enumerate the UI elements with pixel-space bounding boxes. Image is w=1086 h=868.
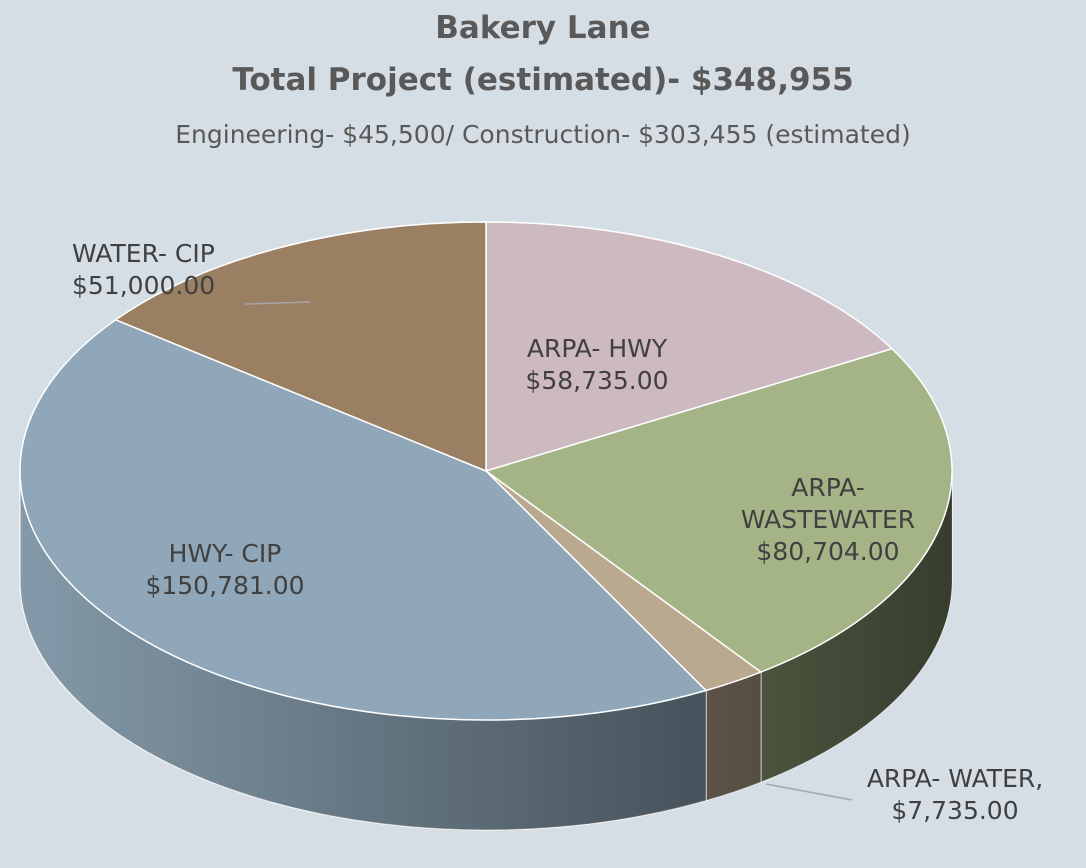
slice (484, 347, 953, 673)
slice (485, 221, 894, 473)
side-shade (760, 471, 952, 783)
data-label: ARPA- WASTEWATER $80,704.00 (708, 472, 948, 568)
chart-title: Bakery Lane (435, 10, 651, 46)
data-label: WATER- CIP $51,000.00 (72, 238, 312, 302)
value-label: $150,781.00 (145, 571, 305, 600)
category-label: HWY- CIP (168, 539, 282, 568)
slice (114, 221, 487, 473)
chart-note: Engineering- $45,500/ Construction- $303… (175, 120, 911, 149)
side-shade (20, 471, 706, 830)
value-label: $51,000.00 (72, 271, 216, 300)
data-label: HWY- CIP $150,781.00 (105, 538, 345, 602)
category-label: ARPA- WATER, (866, 764, 1044, 793)
value-label: $80,704.00 (756, 537, 900, 566)
data-label: ARPA- HWY $58,735.00 (487, 333, 707, 397)
leader-line (244, 301, 311, 305)
chart-subtitle: Total Project (estimated)- $348,955 (232, 62, 854, 98)
category-label: ARPA- HWY (526, 334, 668, 363)
value-label: $58,735.00 (525, 366, 669, 395)
data-label: ARPA- WATER, $7,735.00 (835, 763, 1075, 827)
slice (19, 318, 708, 721)
leader-line (765, 783, 853, 801)
category-label: ARPA- WASTEWATER (740, 473, 916, 534)
side-shade (705, 672, 761, 801)
category-label: WATER- CIP (72, 239, 215, 268)
value-label: $7,735.00 (891, 796, 1019, 825)
